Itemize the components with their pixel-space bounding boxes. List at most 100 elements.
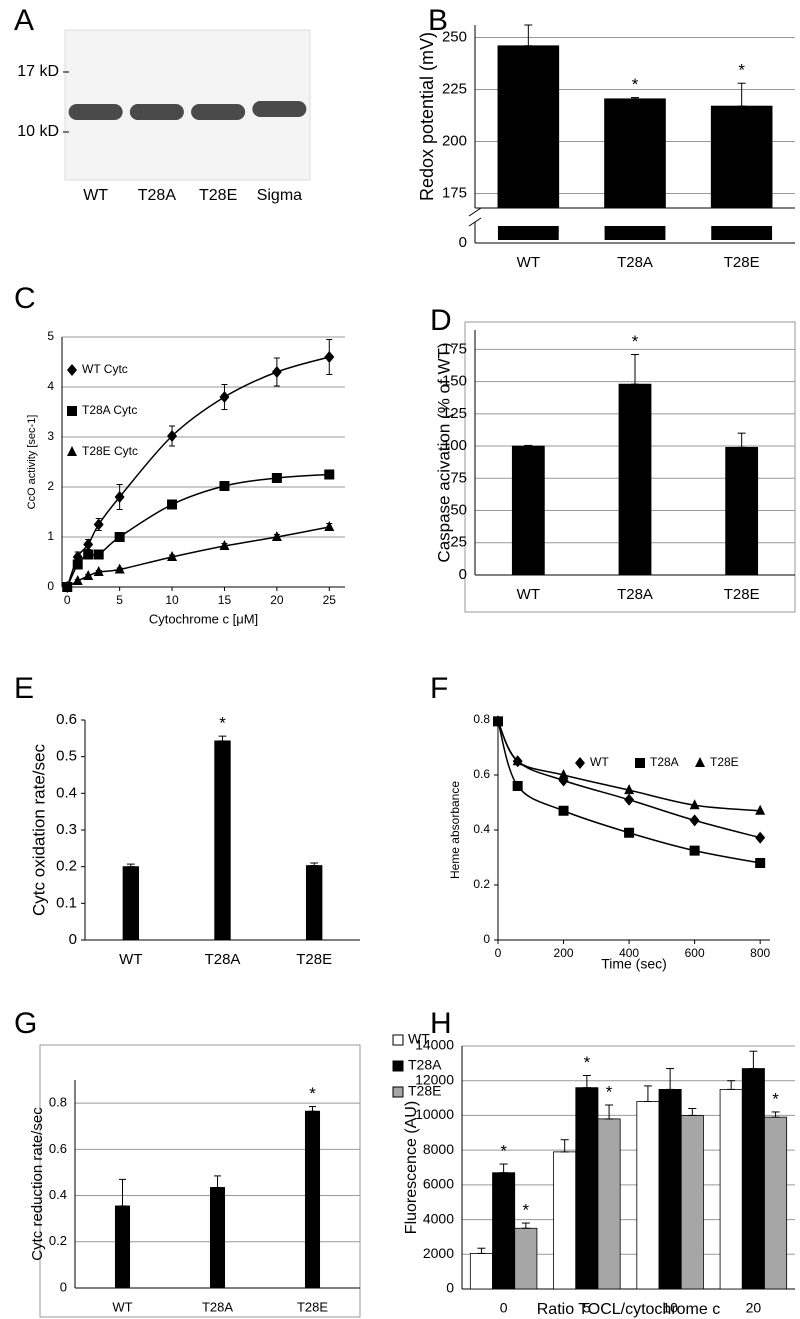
point — [271, 473, 282, 483]
panel-letter: F — [430, 672, 448, 705]
point — [167, 499, 178, 510]
panel-letter: G — [14, 1007, 37, 1040]
point — [755, 804, 766, 815]
legend-symbol — [67, 446, 77, 456]
point — [689, 799, 700, 810]
y-tick-label: 0.8 — [473, 712, 490, 726]
significance: * — [738, 61, 745, 80]
y-tick-label: 100 — [442, 437, 467, 454]
legend-symbol — [67, 406, 77, 416]
bar-stub — [497, 226, 559, 240]
significance: * — [309, 1084, 316, 1103]
legend-label: WT — [408, 1031, 430, 1047]
bar — [304, 1110, 321, 1289]
x-tick-label: 10 — [165, 593, 179, 607]
x-axis-label: Cytochrome c [μM] — [149, 611, 258, 626]
bar — [214, 740, 231, 941]
bar — [492, 1172, 516, 1290]
y-tick-label: 0.4 — [473, 822, 490, 836]
y-tick-label: 125 — [442, 405, 467, 422]
x-tick-label: 200 — [554, 946, 574, 960]
legend-label: T28E Cytc — [82, 444, 138, 458]
legend-label: WT — [590, 755, 609, 769]
protein-band — [129, 104, 184, 120]
lane-label: T28A — [138, 187, 177, 204]
y-tick-label: 0 — [459, 566, 467, 583]
lane-label: Sigma — [257, 187, 302, 204]
legend-swatch — [392, 1060, 404, 1072]
bar — [305, 865, 323, 941]
bar — [604, 98, 666, 209]
x-axis-label: Time (sec) — [601, 956, 667, 972]
bar — [511, 445, 545, 576]
series-line — [497, 721, 761, 839]
y-tick-label: 0.2 — [49, 1233, 67, 1248]
bar — [575, 1087, 599, 1290]
point — [493, 715, 503, 726]
point — [558, 805, 569, 816]
legend-symbol — [575, 757, 585, 769]
point — [324, 351, 335, 363]
x-tick-label: 15 — [218, 593, 232, 607]
y-tick-label: 0.4 — [49, 1187, 67, 1202]
significance: * — [606, 1082, 613, 1101]
x-tick-label: 10 — [662, 1300, 678, 1316]
panel-frame — [39, 1044, 361, 1318]
bar — [636, 1101, 660, 1290]
bar — [114, 1205, 131, 1289]
bar — [710, 105, 773, 209]
y-tick-label: 25 — [450, 534, 467, 551]
point — [83, 538, 94, 551]
bar-stub — [604, 226, 666, 240]
bar — [597, 1118, 621, 1290]
x-tick-label: WT — [112, 1299, 132, 1314]
significance: * — [772, 1089, 779, 1108]
legend-symbol — [695, 757, 705, 767]
point — [83, 549, 94, 560]
y-tick-label: 200 — [442, 132, 467, 149]
panel-letter: C — [14, 282, 36, 315]
bar — [680, 1115, 704, 1290]
bar-stub — [711, 226, 773, 240]
significance: * — [584, 1053, 591, 1072]
x-tick-label: T28E — [724, 254, 760, 271]
x-tick-label: 25 — [323, 593, 337, 607]
y-tick-label: 0.6 — [473, 767, 490, 781]
bar — [618, 383, 652, 576]
panel-letter: A — [14, 4, 34, 37]
legend-label: T28E — [710, 755, 739, 769]
point — [72, 559, 83, 570]
legend-symbol — [67, 364, 77, 376]
point — [114, 491, 125, 503]
y-tick-label: 3 — [47, 429, 54, 443]
y-axis-label: Caspase acivation (% of WT) — [434, 342, 453, 562]
y-tick-label: 14000 — [415, 1037, 454, 1053]
y-tick-label: 0.1 — [56, 894, 77, 911]
legend-label: WT Cytc — [82, 362, 128, 376]
x-tick-label: T28A — [617, 586, 653, 603]
x-tick-label: 5 — [583, 1300, 591, 1316]
x-tick-label: 20 — [270, 593, 284, 607]
point — [93, 518, 104, 531]
protein-band — [191, 104, 246, 120]
series-line — [66, 526, 330, 588]
lane-label: T28E — [199, 187, 237, 204]
legend-label: T28A — [650, 755, 679, 769]
x-tick-label: 400 — [619, 946, 639, 960]
y-tick-label: 0.6 — [49, 1141, 67, 1156]
x-tick-label: 600 — [685, 946, 705, 960]
x-tick-label: 0 — [495, 946, 502, 960]
panel-letter: D — [430, 304, 452, 337]
point — [324, 521, 335, 531]
x-tick-label: WT — [119, 951, 142, 968]
point — [324, 469, 335, 480]
point — [219, 391, 230, 403]
y-tick-label: 0 — [60, 1279, 67, 1294]
x-tick-label: 0 — [500, 1300, 508, 1316]
x-tick-label: T28E — [297, 1299, 328, 1314]
y-tick-label: 10000 — [415, 1106, 454, 1122]
y-tick-label: 50 — [450, 501, 467, 518]
y-tick-label: 175 — [442, 184, 467, 201]
significance: * — [632, 332, 639, 351]
